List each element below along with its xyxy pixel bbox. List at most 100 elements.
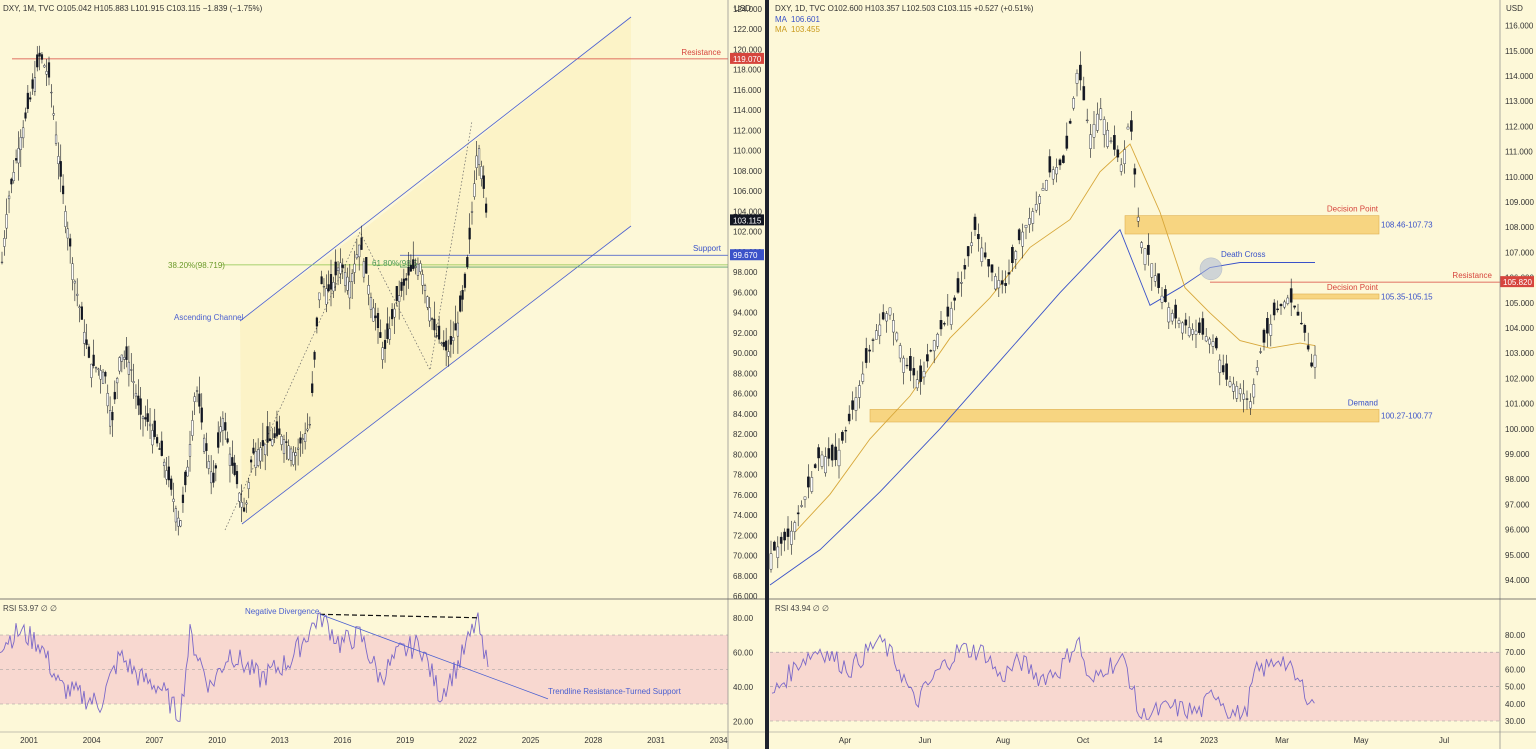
left-price-tick: 80.000 <box>733 450 758 459</box>
ma2-value: 103.455 <box>791 25 820 34</box>
daily-candle-body <box>779 536 783 544</box>
candle-body <box>47 62 51 78</box>
candle-body <box>78 306 81 309</box>
candle-body <box>374 315 377 319</box>
right-resistance-tag <box>1500 276 1534 288</box>
right-price-tick: 95.000 <box>1505 551 1530 560</box>
left-price-tick: 78.000 <box>733 471 758 480</box>
candle-body <box>318 292 321 301</box>
candle-body <box>87 346 91 358</box>
daily-candle-body <box>861 373 865 382</box>
daily-candle-body <box>1293 305 1296 308</box>
candle-body <box>90 363 93 378</box>
candle-body <box>217 432 220 448</box>
daily-candle-body <box>1119 164 1123 172</box>
candle-body <box>289 448 293 461</box>
candle-body <box>341 264 344 268</box>
panel-divider <box>765 0 769 749</box>
left-chart[interactable]: 124.000 122.000 120.000 118.000 116.000 114.0… <box>0 5 764 745</box>
candle-body <box>430 318 434 320</box>
left-time-tick: 2019 <box>396 736 414 745</box>
right-price-tick: 110.000 <box>1505 173 1534 182</box>
candle-body <box>36 54 39 68</box>
candle-body <box>94 367 98 369</box>
daily-candle-body <box>1017 229 1021 241</box>
candle-body <box>80 306 83 320</box>
decision-point-2-label: Decision Point <box>1327 283 1379 292</box>
candle-body <box>221 418 224 431</box>
daily-candle-body <box>1011 246 1014 264</box>
daily-candle-body <box>1235 386 1239 399</box>
daily-candle-body <box>932 340 936 352</box>
candle-body <box>214 465 217 469</box>
candle-body <box>184 471 187 486</box>
left-price-tick: 122.000 <box>733 25 762 34</box>
candle-body <box>456 322 459 337</box>
daily-candle-body <box>1255 367 1259 372</box>
candle-body <box>92 354 95 366</box>
daily-candle-body <box>1004 283 1007 286</box>
daily-candle-body <box>824 456 827 474</box>
daily-candle-body <box>1143 248 1147 265</box>
daily-candle-body <box>895 332 899 341</box>
candle-body <box>224 422 227 431</box>
daily-candle-body <box>793 522 797 532</box>
left-price-tick: 68.000 <box>733 572 758 581</box>
right-price-tick: 108.000 <box>1505 223 1534 232</box>
candle-body <box>200 407 203 423</box>
candle-body <box>245 502 248 505</box>
daily-candle-body <box>987 259 990 267</box>
candle-body <box>440 342 443 344</box>
left-price-tick: 102.000 <box>733 228 762 237</box>
daily-candle-body <box>881 312 885 320</box>
left-price-tick: 110.000 <box>733 147 762 156</box>
left-price-tick: 116.000 <box>733 86 762 95</box>
right-chart[interactable]: 116.000 115.000 114.000 113.000 112.000 111.0… <box>769 22 1535 745</box>
daily-candle-body <box>1204 336 1208 342</box>
right-time-tick: 2023 <box>1200 736 1218 745</box>
right-rsi-line <box>771 633 1315 721</box>
daily-candle-body <box>1085 119 1089 122</box>
candle-body <box>191 420 194 436</box>
daily-candle-body <box>1079 64 1082 81</box>
candle-body <box>442 341 445 347</box>
candle-body <box>355 254 358 259</box>
daily-candle-body <box>1310 362 1313 367</box>
daily-candle-body <box>830 444 834 461</box>
daily-candle-body <box>810 477 814 492</box>
daily-candle-body <box>983 252 987 258</box>
candle-body <box>97 368 100 370</box>
channel-upper-line <box>239 16 632 322</box>
candle-body <box>294 452 297 456</box>
daily-candle-body <box>946 306 950 317</box>
left-time-tick: 2013 <box>271 736 289 745</box>
candle-body <box>123 357 126 360</box>
right-price-tick: 116.000 <box>1505 22 1534 31</box>
candle-body <box>301 438 304 440</box>
left-time-tick: 2004 <box>83 736 101 745</box>
daily-candle-body <box>1031 211 1035 224</box>
candle-body <box>452 337 455 341</box>
left-projection-shade <box>240 17 631 524</box>
daily-candle-body <box>800 505 803 507</box>
ma200-legend: MA 106.601 <box>775 15 824 24</box>
candle-body <box>141 416 145 419</box>
candle-body <box>402 278 405 286</box>
current-price-tag <box>730 214 764 226</box>
candle-body <box>231 457 234 466</box>
candle-body <box>381 347 384 360</box>
right-time-tick: 14 <box>1154 736 1163 745</box>
candle-body <box>5 214 8 229</box>
daily-candle-body <box>1038 196 1041 204</box>
candle-body <box>40 54 44 60</box>
candle-body <box>45 71 48 75</box>
decision-zone-1 <box>1124 215 1380 235</box>
daily-candle-body <box>1068 120 1072 124</box>
daily-candle-body <box>1113 135 1116 150</box>
daily-candle-body <box>909 356 912 371</box>
daily-candle-body <box>915 379 919 389</box>
daily-candle-body <box>936 333 939 347</box>
candle-body <box>273 433 276 438</box>
